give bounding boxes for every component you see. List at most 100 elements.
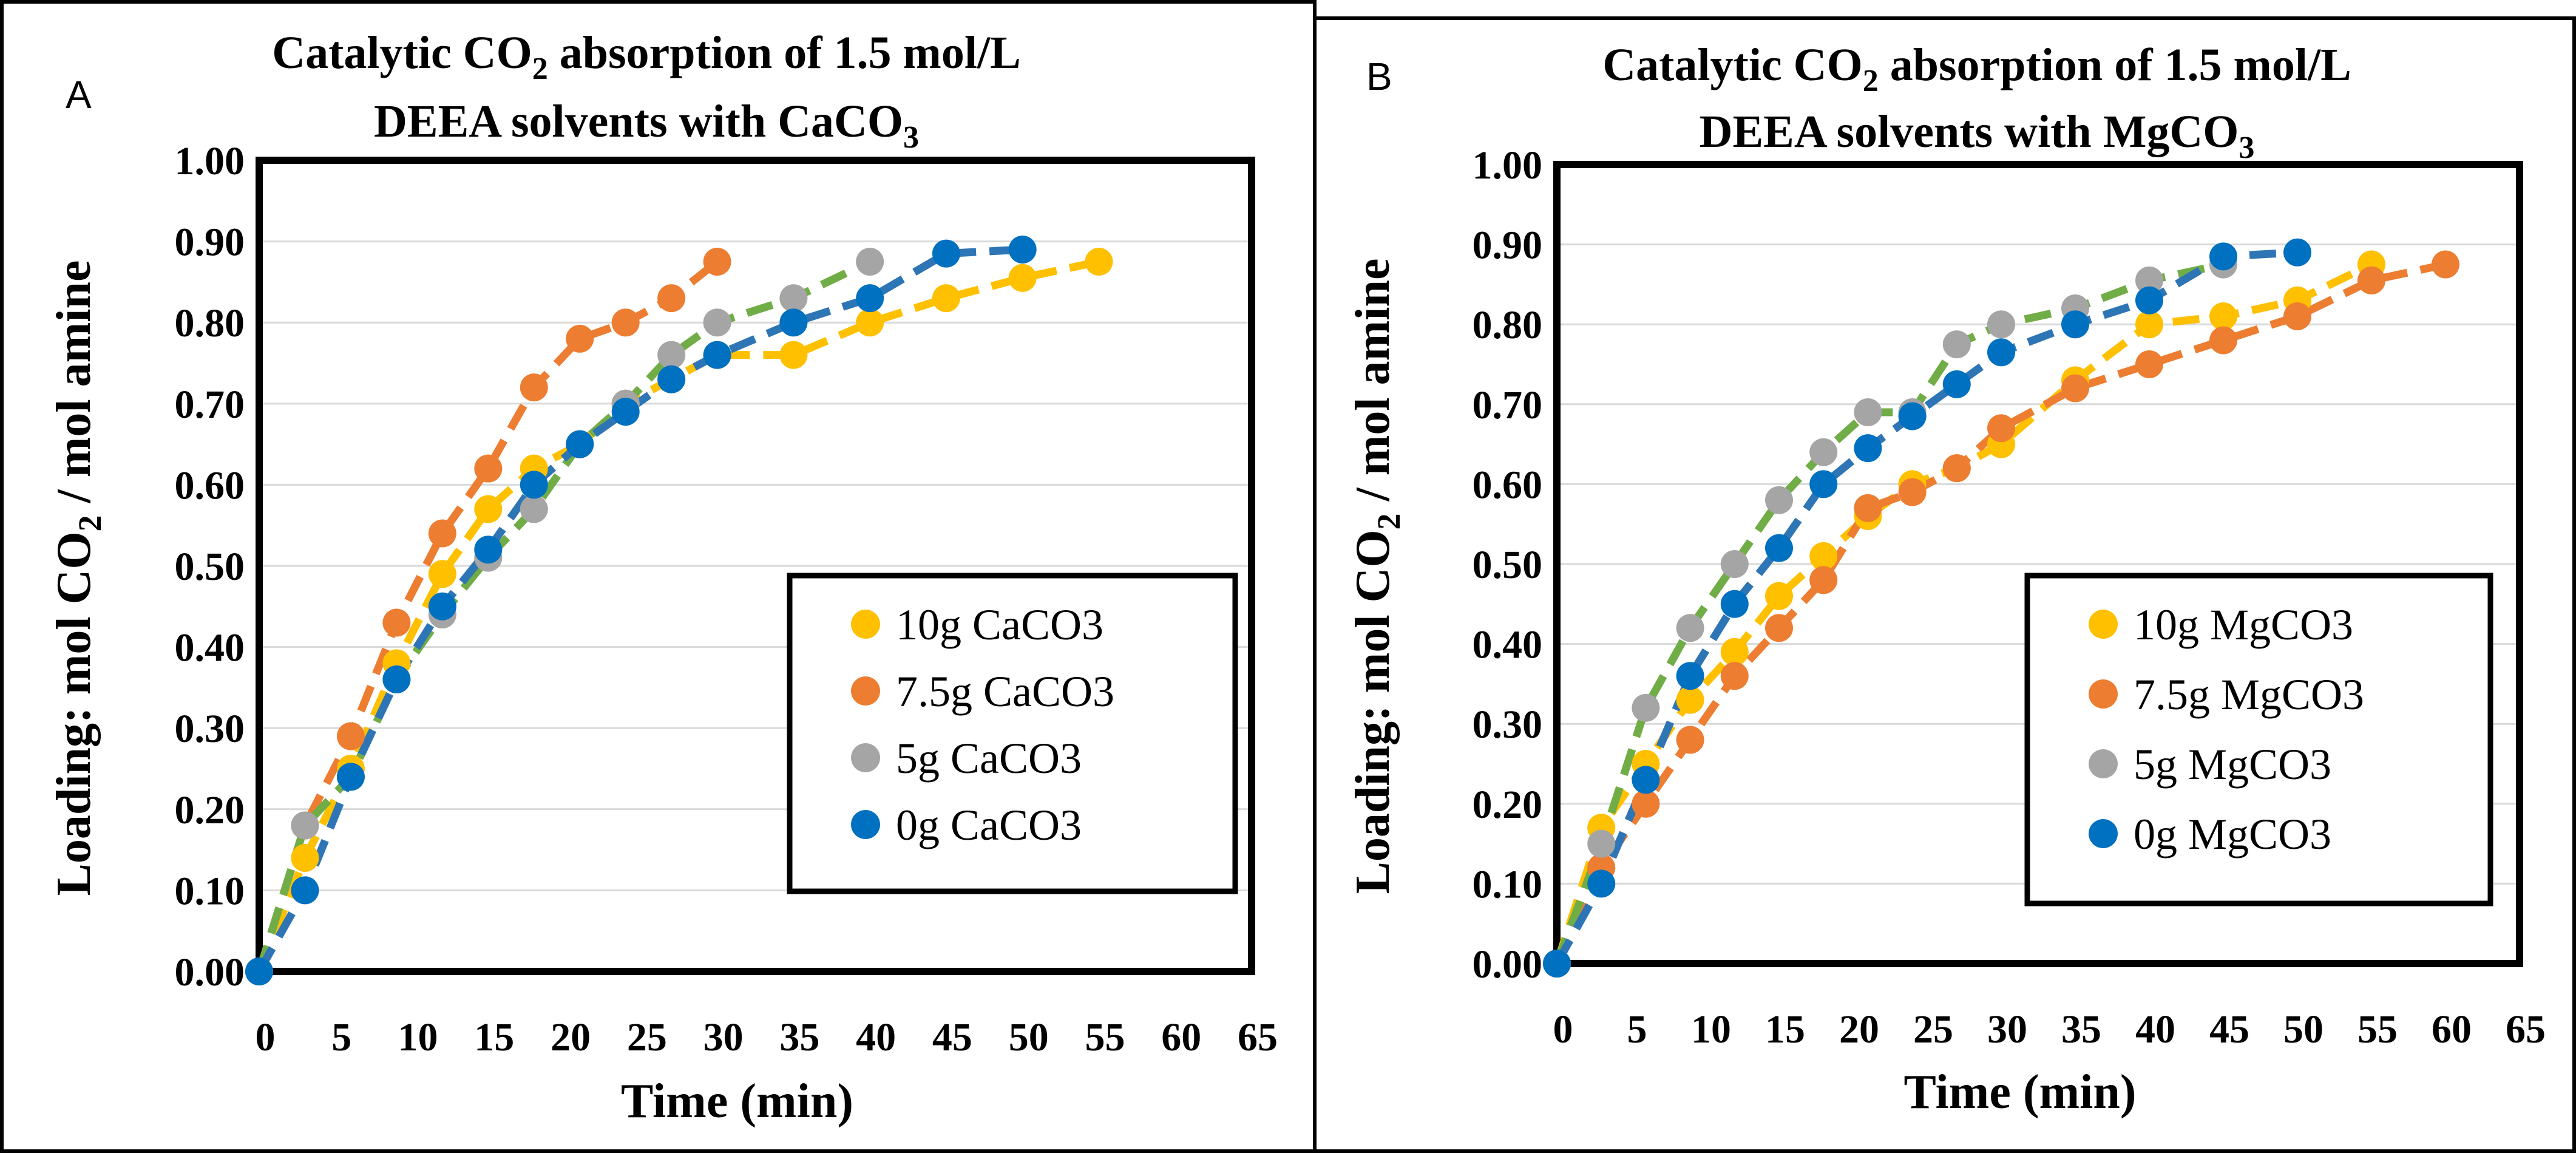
data-point (657, 284, 686, 313)
x-tick-label: 0 (256, 1015, 276, 1059)
legend-marker (2089, 679, 2118, 709)
data-point (703, 341, 731, 369)
x-tick-label: 45 (2209, 1007, 2249, 1052)
data-point (1720, 550, 1749, 578)
data-point (611, 398, 640, 426)
panel-letter: A (66, 73, 92, 117)
data-point (1809, 438, 1838, 466)
series-line (1553, 260, 2225, 965)
x-tick-label: 35 (2061, 1007, 2101, 1052)
plot-area-frame (256, 157, 1255, 975)
data-point (932, 239, 960, 268)
chart-title-line-2: DEEA solvents with CaCO3 (374, 96, 919, 155)
legend-marker (2089, 749, 2118, 778)
data-point (520, 373, 548, 402)
data-point (779, 341, 808, 369)
title-subscript: 2 (532, 52, 548, 86)
legend: 10g CaCO3 7.5g CaCO3 5g CaCO3 0g CaCO3 (787, 573, 1238, 894)
series-markers (245, 235, 1037, 985)
data-point (657, 341, 686, 369)
data-point (520, 471, 548, 499)
data-point (1720, 590, 1749, 618)
legend-entry-label: 10g CaCO3 (896, 600, 1103, 649)
data-point (703, 248, 731, 276)
data-point (2135, 266, 2163, 294)
data-point (2209, 242, 2237, 271)
series-5g-CaCO3 (255, 258, 872, 973)
x-tick-label: 50 (2283, 1007, 2323, 1052)
data-point (779, 308, 808, 337)
series-line (255, 258, 872, 973)
data-point (611, 308, 640, 337)
x-tick-label: 30 (703, 1015, 744, 1059)
ylabel-subscript: 2 (1371, 513, 1407, 529)
title-text: DEEA solvents with CaCO (374, 96, 903, 147)
y-tick-label: 0.30 (1473, 702, 1543, 747)
data-point (1809, 470, 1838, 498)
x-tick-label: 15 (1765, 1007, 1805, 1052)
data-point (1676, 662, 1704, 690)
x-tick-label: 50 (1009, 1015, 1049, 1059)
data-point (1720, 638, 1749, 666)
data-point (1765, 582, 1793, 610)
series-7-5g-CaCO3 (255, 258, 720, 973)
data-point (1854, 494, 1882, 522)
chart-title-line-2: DEEA solvents with MgCO3 (1700, 106, 2255, 165)
x-tick-label: 45 (932, 1015, 972, 1059)
series-markers (1543, 238, 2311, 978)
x-tick-label: 60 (1161, 1015, 1201, 1059)
x-tick-label: 15 (474, 1015, 514, 1059)
y-tick-label: 0.40 (175, 626, 245, 670)
series-markers (1543, 250, 2237, 978)
data-point (1987, 310, 2015, 339)
ylabel-subscript: 2 (72, 515, 108, 531)
data-point (1676, 685, 1704, 714)
x-tick-label: 20 (551, 1015, 591, 1059)
y-tick-label: 0.50 (175, 545, 245, 589)
data-point (856, 248, 884, 276)
legend-marker (851, 810, 880, 839)
x-tick-label: 55 (2357, 1007, 2398, 1052)
x-axis-label: Time (min) (621, 1075, 853, 1128)
data-point (566, 430, 594, 458)
chart-title-line-1: Catalytic CO2 absorption of 1.5 mol/L (1602, 39, 2351, 98)
data-point (1809, 542, 1838, 570)
data-point (428, 519, 456, 548)
series-line (255, 258, 720, 973)
data-point (2283, 238, 2311, 267)
x-tick-label: 25 (627, 1015, 667, 1059)
data-point (1942, 454, 1971, 483)
ylabel-text: / mol amine (47, 260, 101, 515)
data-point (2283, 302, 2311, 331)
legend-entry-label: 5g MgCO3 (2134, 740, 2331, 789)
y-tick-label: 0.20 (1473, 783, 1543, 827)
data-point (2061, 310, 2089, 339)
legend-entry-label: 0g CaCO3 (896, 801, 1082, 849)
x-axis-label: Time (min) (1904, 1066, 2137, 1119)
data-point (1720, 662, 1749, 690)
y-tick-label: 0.60 (1473, 463, 1543, 507)
y-tick-label: 0.30 (175, 707, 245, 751)
data-point (382, 665, 411, 694)
data-point (1987, 414, 2015, 443)
x-tick-label: 5 (331, 1015, 351, 1059)
x-tick-label: 60 (2432, 1007, 2472, 1052)
y-tick-label: 0.00 (1473, 942, 1543, 987)
data-point (2135, 286, 2163, 315)
data-point (1587, 829, 1616, 858)
legend-marker (851, 610, 880, 639)
data-point (474, 454, 503, 483)
title-text: absorption of 1.5 mol/L (548, 27, 1021, 78)
data-point (1676, 614, 1704, 642)
data-point (474, 536, 503, 564)
y-tick-label: 0.20 (175, 788, 245, 832)
data-point (1765, 534, 1793, 562)
legend-entry-label: 7.5g MgCO3 (2134, 670, 2364, 719)
data-point (1898, 478, 1927, 506)
data-point (291, 843, 319, 872)
data-point (1085, 248, 1113, 276)
y-tick-label: 0.60 (175, 463, 245, 508)
legend: 10g MgCO3 7.5g MgCO3 5g MgCO3 0g MgCO3 (2024, 573, 2493, 906)
data-point (2357, 266, 2385, 294)
